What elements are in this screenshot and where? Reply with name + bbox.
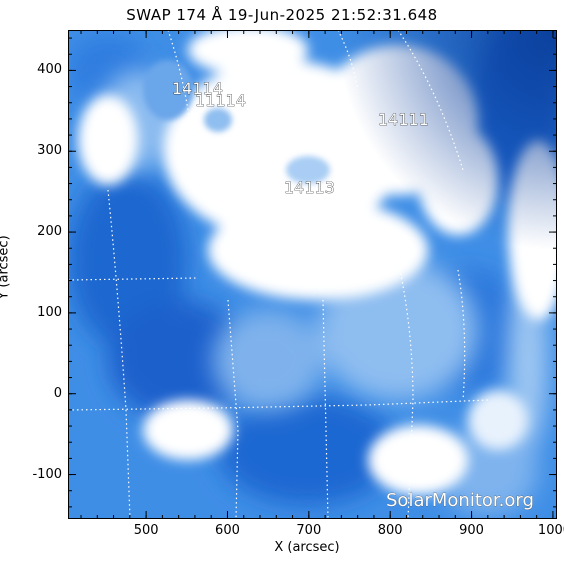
image-title: SWAP 174 Å 19-Jun-2025 21:52:31.648 xyxy=(126,6,438,24)
region-label: 14113 xyxy=(284,178,335,197)
y-tick-label: 0 xyxy=(53,385,62,401)
x-tick-label: 500 xyxy=(133,523,159,538)
y-tick-label: -100 xyxy=(32,466,62,482)
solar-image-panel: 14114 11114 14111 14113 SolarMonitor.org xyxy=(68,30,557,519)
y-tick-label: 400 xyxy=(37,62,62,78)
x-tick-label: 900 xyxy=(459,523,484,538)
axis-ticks xyxy=(68,30,557,519)
x-tick-label: 800 xyxy=(377,523,403,538)
y-axis-label: Y (arcsec) xyxy=(0,235,12,299)
region-label: 14111 xyxy=(378,110,429,129)
region-label: 11114 xyxy=(195,91,246,110)
region-label: 14114 xyxy=(172,79,223,98)
solarmonitor-watermark: SolarMonitor.org xyxy=(386,490,534,511)
region-labels: 14114 11114 14111 14113 xyxy=(172,79,430,198)
x-axis-label: X (arcsec) xyxy=(274,540,340,555)
plot-frame xyxy=(68,30,557,519)
heliographic-grid xyxy=(68,30,489,519)
x-tick-label: 700 xyxy=(296,523,322,538)
y-tick-label: 300 xyxy=(37,143,62,159)
x-tick-label: 600 xyxy=(215,523,240,538)
y-tick-label: 100 xyxy=(37,304,62,320)
y-tick-label: 200 xyxy=(37,224,62,240)
